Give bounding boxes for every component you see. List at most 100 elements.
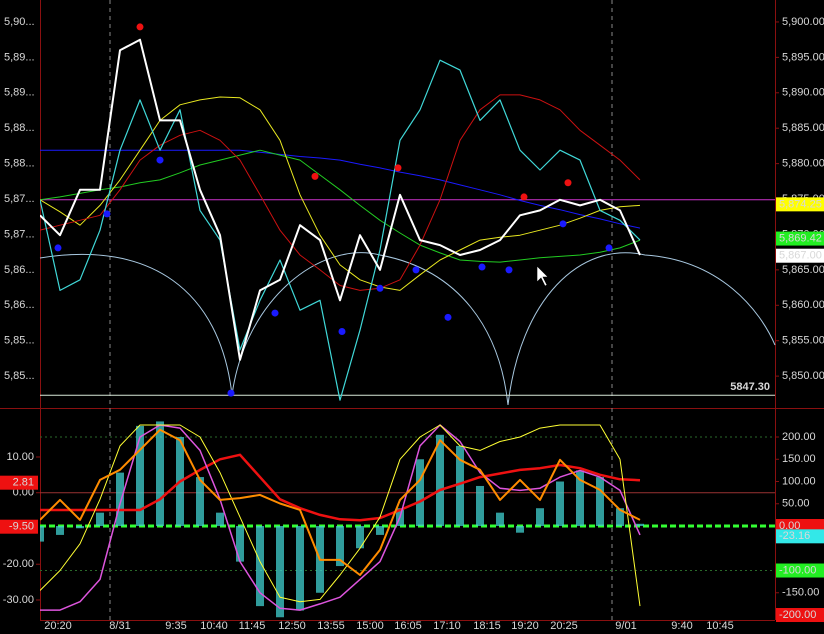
- y-tick-label: 150.00: [782, 453, 816, 465]
- histogram-bar: [276, 526, 284, 618]
- signal-dot: [505, 266, 513, 274]
- panel-1: 200.00150.00100.0050.00-150.0010.000.00-…: [0, 421, 824, 632]
- x-tick-label: 19:20: [511, 620, 539, 632]
- mouse-cursor: [536, 265, 549, 287]
- y-tick-label: 5,890.00: [782, 87, 824, 99]
- panel-0: 5,850.005,855.005,860.005,865.005,870.00…: [4, 16, 824, 401]
- histogram-bar: [436, 434, 444, 527]
- histogram-bar: [496, 512, 504, 527]
- y-tick-label: -150.00: [782, 587, 819, 599]
- value-label: 5,867.00: [779, 250, 822, 262]
- signal-dot: [311, 172, 319, 180]
- left-tick-label: 5,85...: [4, 335, 35, 347]
- y-tick-label: 50.00: [782, 498, 810, 510]
- series-line: [40, 59, 641, 401]
- y-tick-label: 5,895.00: [782, 51, 824, 63]
- series-line: [40, 453, 641, 522]
- histogram-bar: [356, 526, 364, 549]
- cycle-arc: [39, 252, 776, 406]
- left-tick-label: 5,87...: [4, 193, 35, 205]
- cycle-arcs: [39, 252, 776, 406]
- series-line: [40, 149, 641, 263]
- signal-dot: [136, 23, 144, 31]
- value-label-box: [776, 197, 824, 212]
- value-label: -100.00: [779, 564, 816, 576]
- x-tick-label: 12:50: [278, 620, 306, 632]
- histogram-bar: [516, 526, 524, 533]
- x-tick-label: 16:05: [394, 620, 422, 632]
- histogram-bar: [216, 512, 224, 527]
- y-tick-label: 5,900.00: [782, 16, 824, 28]
- histogram-bar: [576, 470, 584, 527]
- signal-dot: [103, 210, 111, 218]
- level-label: 5847.30: [730, 381, 770, 393]
- series-line: [40, 96, 641, 291]
- signal-dot: [54, 244, 62, 252]
- y-tick-label: 5,850.00: [782, 370, 824, 382]
- x-tick-label: 18:15: [473, 620, 501, 632]
- histogram-bar: [616, 508, 624, 527]
- x-tick-label: 13:55: [317, 620, 345, 632]
- value-label: 0.00: [779, 520, 800, 532]
- histogram-bar: [56, 526, 64, 535]
- signal-dot: [444, 313, 452, 321]
- x-tick-label: 17:10: [433, 620, 461, 632]
- x-tick-label: 11:45: [239, 620, 266, 632]
- series-line: [40, 424, 641, 611]
- histogram-bar: [476, 485, 484, 527]
- y-tick-label: 5,855.00: [782, 335, 824, 347]
- y2-tick-label: -20.00: [3, 558, 34, 570]
- x-tick-label: 20:25: [550, 620, 578, 632]
- left-tick-label: 5,88...: [4, 158, 35, 170]
- y2-tick-label: -30.00: [3, 594, 34, 606]
- histogram-bar: [136, 425, 144, 527]
- histogram-bar: [96, 512, 104, 527]
- x-tick-label: 9:40: [671, 620, 692, 632]
- value-label-box: [776, 248, 824, 263]
- histogram-bar: [336, 526, 344, 567]
- left-tick-label: 5,87...: [4, 228, 35, 240]
- signal-dot: [605, 244, 613, 252]
- value-label: 5,874.25: [779, 198, 822, 210]
- signal-dot: [376, 284, 384, 292]
- y-tick-label: 5,865.00: [782, 264, 824, 276]
- histogram-bar: [376, 526, 384, 535]
- value-label: 2.81: [13, 477, 34, 489]
- signal-dot: [156, 156, 164, 164]
- value-label: -200.00: [779, 609, 816, 621]
- y-tick-label: 5,880.00: [782, 158, 824, 170]
- value-label-box: [0, 475, 38, 490]
- histogram-bar: [156, 421, 164, 527]
- y-tick-label: 5,860.00: [782, 299, 824, 311]
- left-tick-label: 5,89...: [4, 87, 35, 99]
- histogram-bar: [236, 526, 244, 562]
- left-tick-label: 5,86...: [4, 264, 35, 276]
- signal-dot: [559, 220, 567, 228]
- value-label: -23.16: [779, 530, 810, 542]
- histogram-bar: [76, 526, 84, 529]
- x-tick-label: 9/01: [615, 620, 636, 632]
- x-tick-label: 9:35: [165, 620, 186, 632]
- histogram-bar: [296, 526, 304, 611]
- histogram-bar: [536, 508, 544, 527]
- left-tick-label: 5,90...: [4, 16, 35, 28]
- histogram-bar: [636, 523, 644, 527]
- left-tick-label: 5,89...: [4, 51, 35, 63]
- value-label-box: [776, 231, 824, 246]
- y2-tick-label: 10.00: [6, 451, 34, 463]
- x-tick-label: 10:45: [706, 620, 734, 632]
- histogram-bar: [116, 472, 124, 527]
- x-tick-label: 20:20: [44, 620, 72, 632]
- signal-dot: [412, 266, 420, 274]
- series-line: [40, 424, 641, 607]
- left-tick-label: 5,88...: [4, 122, 35, 134]
- plot-area: [40, 23, 775, 401]
- value-label-box: [0, 519, 38, 534]
- histogram-bar: [596, 477, 604, 527]
- value-label-box: [776, 608, 824, 623]
- series-line: [40, 94, 641, 291]
- histogram-bar: [416, 459, 424, 527]
- histogram-bar: [556, 481, 564, 527]
